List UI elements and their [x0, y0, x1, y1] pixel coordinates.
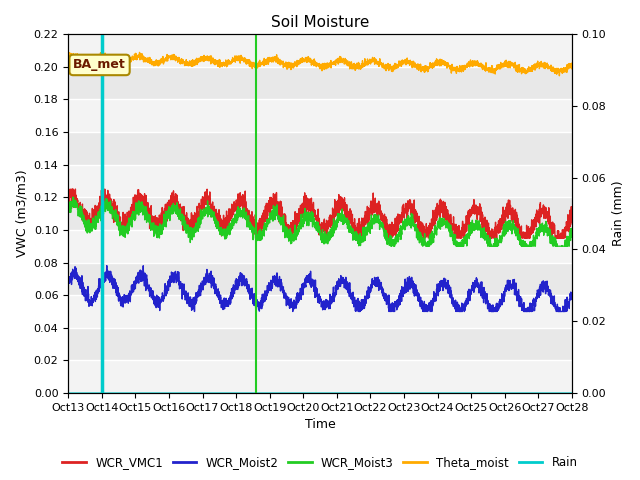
Bar [68, 99, 572, 132]
Bar [68, 295, 572, 328]
X-axis label: Time: Time [305, 419, 335, 432]
Y-axis label: Rain (mm): Rain (mm) [612, 181, 625, 246]
Bar [68, 360, 572, 393]
Legend: WCR_VMC1, WCR_Moist2, WCR_Moist3, Theta_moist, Rain: WCR_VMC1, WCR_Moist2, WCR_Moist3, Theta_… [58, 452, 582, 474]
Title: Soil Moisture: Soil Moisture [271, 15, 369, 30]
Bar [68, 230, 572, 263]
Bar [68, 165, 572, 197]
Text: BA_met: BA_met [73, 59, 126, 72]
Y-axis label: VWC (m3/m3): VWC (m3/m3) [15, 170, 28, 257]
Bar [68, 34, 572, 67]
